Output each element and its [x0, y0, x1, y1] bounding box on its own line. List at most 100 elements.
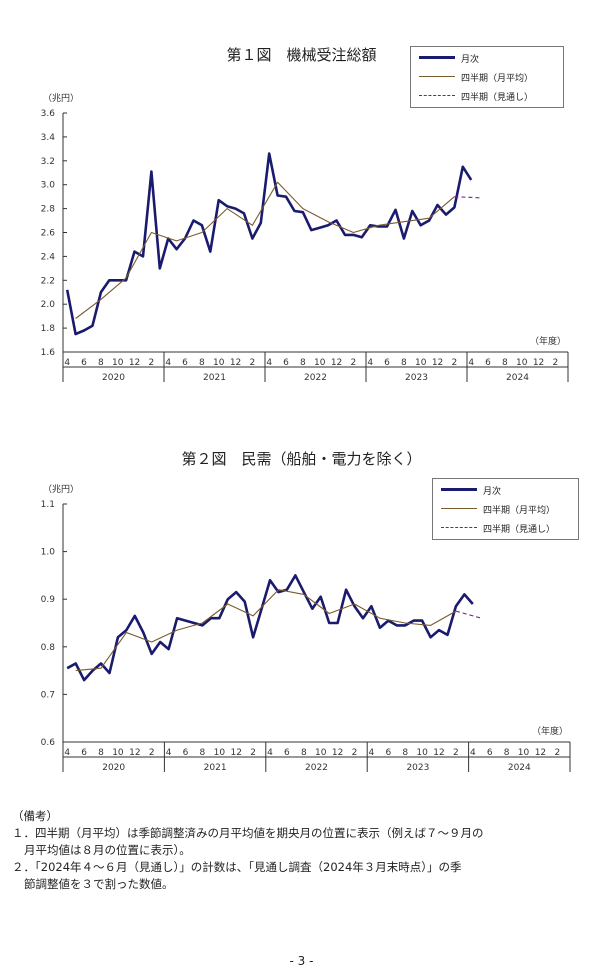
month-tick-label: 4 [165, 358, 171, 368]
month-tick-label: 6 [385, 748, 391, 758]
month-tick-label: 8 [504, 748, 510, 758]
month-tick-label: 6 [183, 748, 189, 758]
year-label: 2022 [304, 373, 327, 383]
month-tick-label: 2 [149, 358, 155, 368]
month-tick-label: 2 [553, 358, 559, 368]
month-tick-label: 4 [468, 358, 474, 368]
month-tick-label: 8 [200, 748, 206, 758]
chart2-legend-quarterly: 四半期（月平均） [433, 503, 578, 516]
month-tick-label: 8 [98, 358, 104, 368]
chart1-legend-outlook: 四半期（見通し） [411, 90, 563, 103]
month-tick-label: 4 [470, 748, 476, 758]
month-tick-label: 10 [415, 358, 427, 368]
month-tick-label: 4 [266, 358, 272, 368]
month-tick-label: 6 [81, 748, 87, 758]
series-line-quarterly [75, 589, 457, 672]
month-tick-label: 8 [402, 748, 408, 758]
notes-heading: （備考） [12, 809, 58, 823]
month-tick-label: 6 [182, 358, 188, 368]
month-tick-label: 10 [516, 358, 528, 368]
series-line-monthly [66, 574, 474, 682]
y-tick-label: 2.8 [41, 205, 56, 215]
month-tick-label: 10 [416, 748, 428, 758]
notes: （備考） １．四半期（月平均）は季節調整済みの月平均値を期央月の位置に表示（例え… [12, 808, 592, 893]
y-tick-label: 3.0 [41, 181, 56, 191]
month-tick-label: 12 [129, 748, 140, 758]
month-tick-label: 6 [485, 358, 491, 368]
month-tick-label: 10 [518, 748, 530, 758]
month-tick-label: 2 [149, 748, 155, 758]
month-tick-label: 12 [533, 358, 544, 368]
series-line-monthly [65, 152, 473, 336]
month-tick-label: 12 [433, 748, 444, 758]
month-tick-label: 12 [535, 748, 546, 758]
fiscal-year-label: （年度） [530, 335, 566, 347]
note-1-line1: １．四半期（月平均）は季節調整済みの月平均値を期央月の位置に表示（例えば７～９月… [12, 826, 484, 840]
series-line-quarterly [75, 181, 455, 319]
month-tick-label: 12 [230, 748, 241, 758]
year-label: 2024 [506, 373, 529, 383]
month-tick-label: 4 [367, 358, 373, 368]
y-tick-label: 2.4 [41, 252, 56, 262]
y-tick-label: 0.9 [41, 595, 56, 605]
month-tick-label: 10 [214, 748, 226, 758]
month-tick-label: 8 [401, 358, 407, 368]
chart1-legend: 月次 四半期（月平均） 四半期（見通し） [410, 46, 564, 108]
year-label: 2021 [203, 373, 226, 383]
month-tick-label: 4 [166, 748, 172, 758]
month-tick-label: 4 [64, 748, 70, 758]
y-tick-label: 2.6 [41, 229, 56, 239]
series-line-outlook [454, 196, 480, 199]
chart1-title: 第１図 機械受注総額 [226, 46, 377, 64]
month-tick-label: 6 [283, 358, 289, 368]
month-tick-label: 4 [267, 748, 273, 758]
y-tick-label: 0.6 [41, 738, 56, 748]
year-label: 2020 [102, 373, 125, 383]
month-tick-label: 10 [112, 358, 124, 368]
year-label: 2023 [406, 763, 429, 773]
month-tick-label: 2 [554, 748, 560, 758]
fiscal-year-label: （年度） [532, 725, 568, 737]
month-tick-label: 6 [284, 748, 290, 758]
year-label: 2022 [305, 763, 328, 773]
month-tick-label: 8 [199, 358, 205, 368]
chart2-title: 第２図 民需（船舶・電力を除く） [181, 450, 422, 468]
y-tick-label: 0.7 [41, 690, 55, 700]
chart1-plot: 1.6 1.8 2.0 2.2 2.4 2.6 2.8 3.0 3.2 3.4 3.6 （兆円） （年度… [41, 93, 569, 383]
chart1-legend-quarterly: 四半期（月平均） [411, 71, 563, 84]
chart1-legend-monthly: 月次 [411, 52, 563, 65]
y-tick-label: 2.0 [41, 300, 56, 310]
y-tick-label: 1.0 [41, 548, 56, 558]
note-2-line2: 節調整値を３で割った数値。 [24, 877, 174, 891]
month-tick-label: 12 [432, 358, 443, 368]
note-1-line2: 月平均値は８月の位置に表示）。 [24, 843, 191, 857]
y-unit-label: （兆円） [43, 484, 79, 495]
year-label: 2023 [405, 373, 428, 383]
y-tick-label: 1.6 [41, 348, 56, 358]
month-tick-label: 10 [213, 358, 225, 368]
month-tick-label: 4 [64, 358, 70, 368]
month-tick-label: 10 [315, 748, 327, 758]
month-tick-label: 8 [502, 358, 508, 368]
note-2-line1: ２．「2024年４～６月（見通し）」の計数は、「見通し調査（2024年３月末時点… [12, 860, 462, 874]
month-tick-label: 2 [250, 748, 256, 758]
month-tick-label: 6 [81, 358, 87, 368]
y-tick-label: 3.2 [41, 157, 55, 167]
year-label: 2024 [508, 763, 531, 773]
month-tick-label: 12 [332, 748, 343, 758]
year-label: 2021 [204, 763, 227, 773]
month-tick-label: 10 [112, 748, 124, 758]
page-number: - 3 - [289, 954, 314, 968]
month-tick-label: 2 [453, 748, 459, 758]
month-tick-label: 6 [487, 748, 493, 758]
y-tick-label: 1.8 [41, 324, 56, 334]
month-tick-label: 4 [369, 748, 375, 758]
month-tick-label: 6 [384, 358, 390, 368]
y-tick-label: 3.4 [41, 133, 56, 143]
month-tick-label: 8 [300, 358, 306, 368]
month-tick-label: 2 [250, 358, 256, 368]
month-tick-label: 12 [230, 358, 241, 368]
month-tick-label: 12 [331, 358, 342, 368]
series-line-outlook [455, 610, 482, 619]
